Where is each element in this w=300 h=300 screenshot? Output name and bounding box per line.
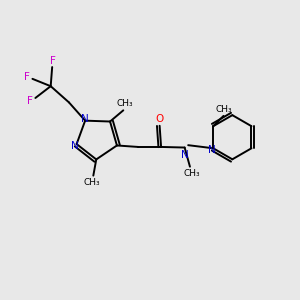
Text: CH₃: CH₃ <box>83 178 100 187</box>
Text: CH₃: CH₃ <box>216 105 232 114</box>
Text: O: O <box>155 114 164 124</box>
Text: N: N <box>181 150 188 160</box>
Text: N: N <box>208 145 216 155</box>
Text: F: F <box>24 72 29 82</box>
Text: F: F <box>27 96 32 106</box>
Text: F: F <box>50 56 56 66</box>
Text: CH₃: CH₃ <box>116 99 133 108</box>
Text: CH₃: CH₃ <box>183 169 200 178</box>
Text: N: N <box>81 114 89 124</box>
Text: N: N <box>71 140 79 151</box>
